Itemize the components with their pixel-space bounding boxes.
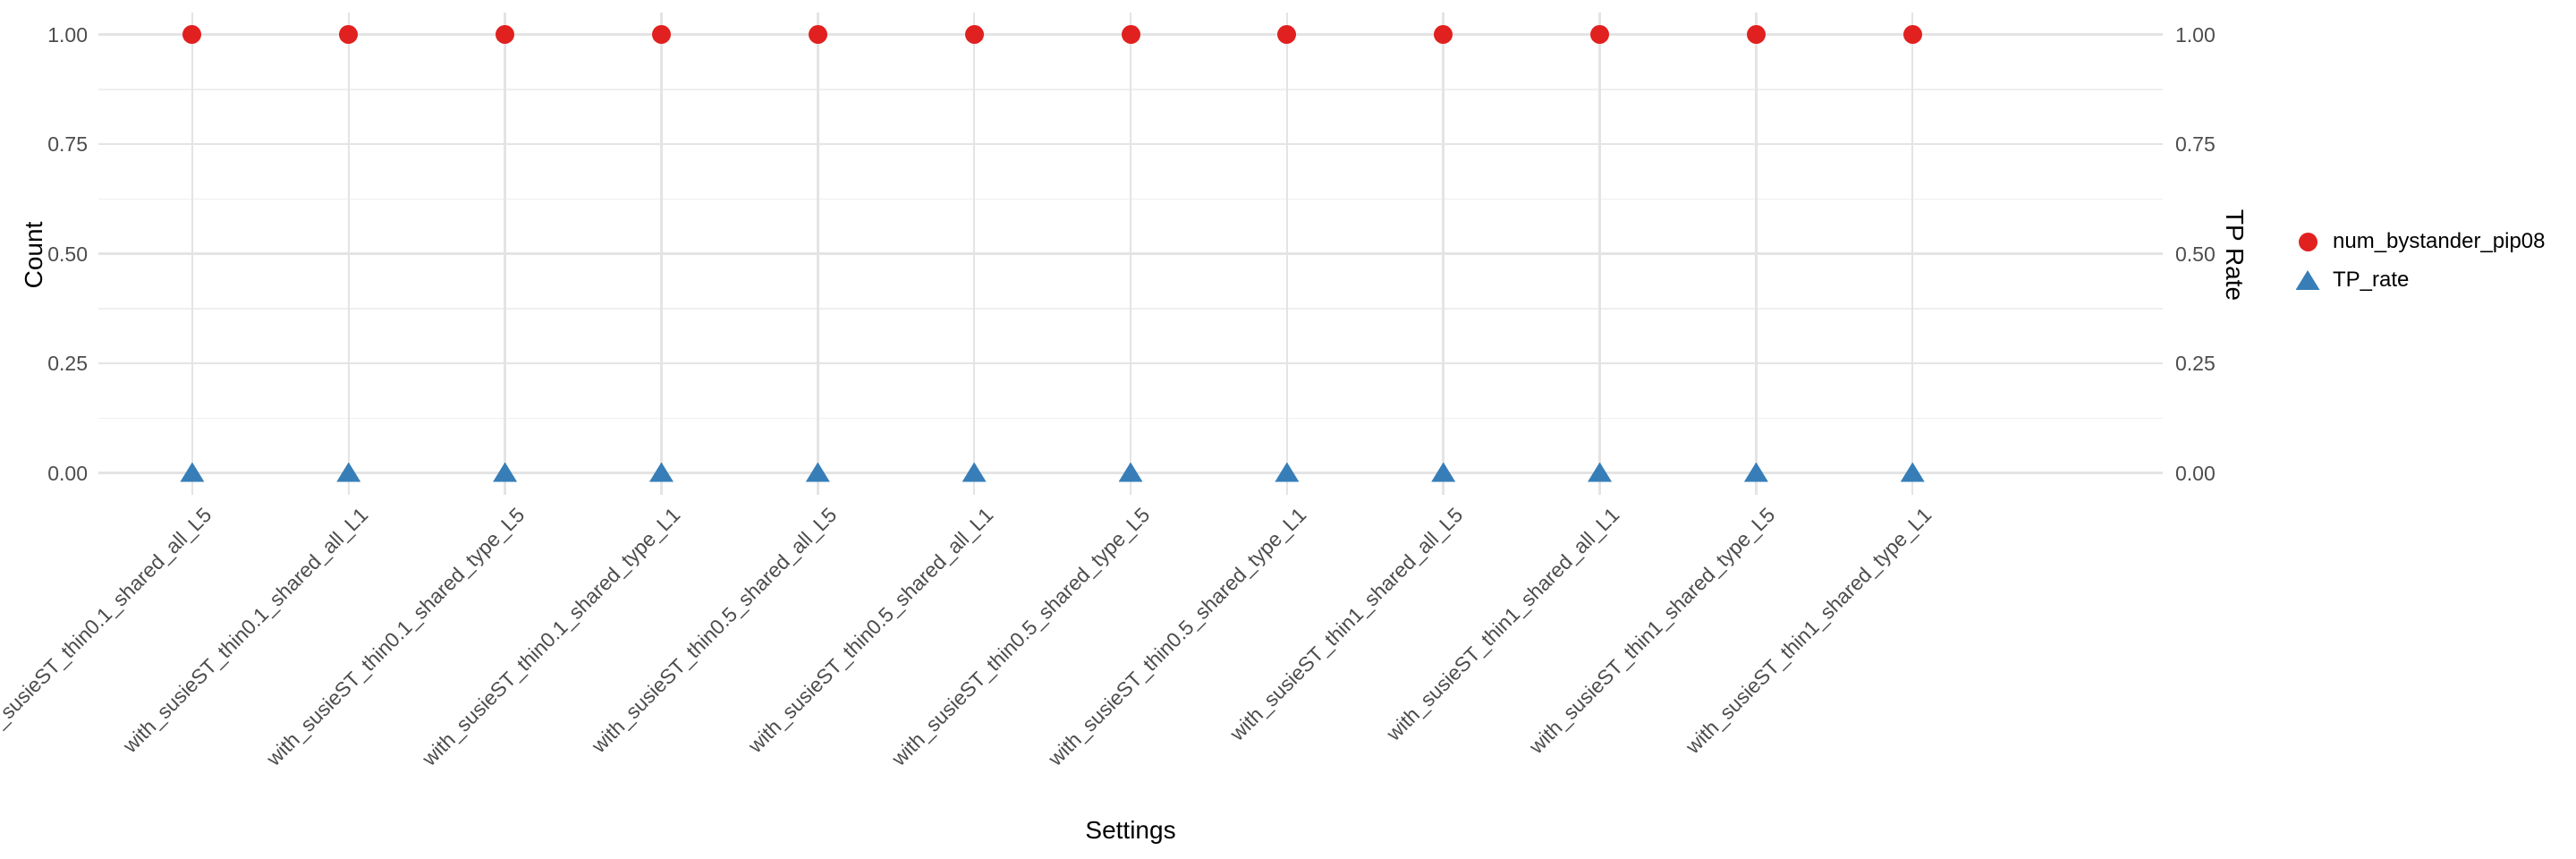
x-category-label: with_susieST_thin0.1_shared_all_L1 xyxy=(117,503,373,758)
x-category-label: with_susieST_thin0.5_shared_type_L1 xyxy=(1043,503,1311,770)
y-tick-label-left: 0.75 xyxy=(47,132,88,156)
y-axis-left-title: Count xyxy=(20,221,47,289)
data-point-circle xyxy=(1746,25,1766,44)
legend-circle-icon xyxy=(2298,232,2318,251)
y-tick-label-left: 1.00 xyxy=(47,22,88,47)
gridline-vertical xyxy=(347,13,350,495)
gridline-vertical xyxy=(660,13,663,495)
y-tick-label-right: 0.50 xyxy=(2175,242,2216,266)
y-tick-label-right: 0.25 xyxy=(2175,352,2216,375)
data-point-circle xyxy=(1121,25,1140,44)
x-category-label: with_susieST_thin0.1_shared_type_L1 xyxy=(418,503,685,770)
legend-key xyxy=(2290,232,2326,251)
gridline-vertical xyxy=(1755,13,1758,495)
y-tick-label-right: 0.75 xyxy=(2175,132,2216,156)
y-tick-label-left: 0.25 xyxy=(47,352,88,375)
data-point-circle xyxy=(808,25,827,44)
y-tick-label-right: 0.00 xyxy=(2175,461,2216,485)
x-category-label: with_susieST_thin1_shared_all_L1 xyxy=(1381,503,1623,745)
x-category-label: with_susieST_thin0.5_shared_type_L5 xyxy=(886,503,1155,770)
gridline-vertical xyxy=(972,13,976,495)
y-tick-label-left: 0.00 xyxy=(47,461,88,485)
gridline-vertical xyxy=(1598,13,1601,495)
gridline-vertical xyxy=(817,13,819,495)
y-tick-label-right: 1.00 xyxy=(2175,22,2216,47)
plot-panel xyxy=(98,13,2163,495)
gridline-vertical xyxy=(504,13,506,495)
data-point-circle xyxy=(339,25,359,44)
y-tick-label-left: 0.50 xyxy=(47,242,88,266)
x-category-label: with_susieST_thin0.1_shared_type_L5 xyxy=(261,503,529,770)
gridline-vertical xyxy=(191,13,194,495)
data-point-circle xyxy=(651,25,671,44)
gridline-vertical xyxy=(1285,13,1289,495)
y-axis-right-title: TP Rate xyxy=(2221,208,2249,302)
legend-item-label: num_bystander_pip08 xyxy=(2333,229,2546,253)
data-point-circle xyxy=(1902,25,1922,44)
gridline-vertical xyxy=(1129,13,1132,495)
data-point-circle xyxy=(964,25,984,44)
x-category-label: with_susieST_thin0.5_shared_all_L5 xyxy=(587,503,842,758)
legend-key xyxy=(2290,270,2326,290)
x-category-label: with_susieST_thin1_shared_all_L5 xyxy=(1224,503,1468,745)
data-point-circle xyxy=(1434,25,1453,44)
legend-item-label: TP_rate xyxy=(2333,268,2410,292)
legend-triangle-icon xyxy=(2295,270,2320,290)
data-point-circle xyxy=(1590,25,1610,44)
gridline-vertical xyxy=(1911,13,1914,495)
data-point-circle xyxy=(1277,25,1297,44)
data-point-circle xyxy=(182,25,202,44)
gridline-vertical xyxy=(1442,13,1445,495)
legend-item: num_bystander_pip08 xyxy=(2290,223,2546,260)
x-axis-title: Settings xyxy=(1085,816,1176,844)
data-point-circle xyxy=(496,25,515,44)
x-category-label: with_susieST_thin1_shared_type_L1 xyxy=(1681,503,1936,759)
x-category-label: with_susieST_thin1_shared_type_L5 xyxy=(1524,503,1780,759)
legend-item: TP_rate xyxy=(2290,261,2409,299)
x-category-label: with_susieST_thin0.5_shared_all_L1 xyxy=(743,503,998,758)
